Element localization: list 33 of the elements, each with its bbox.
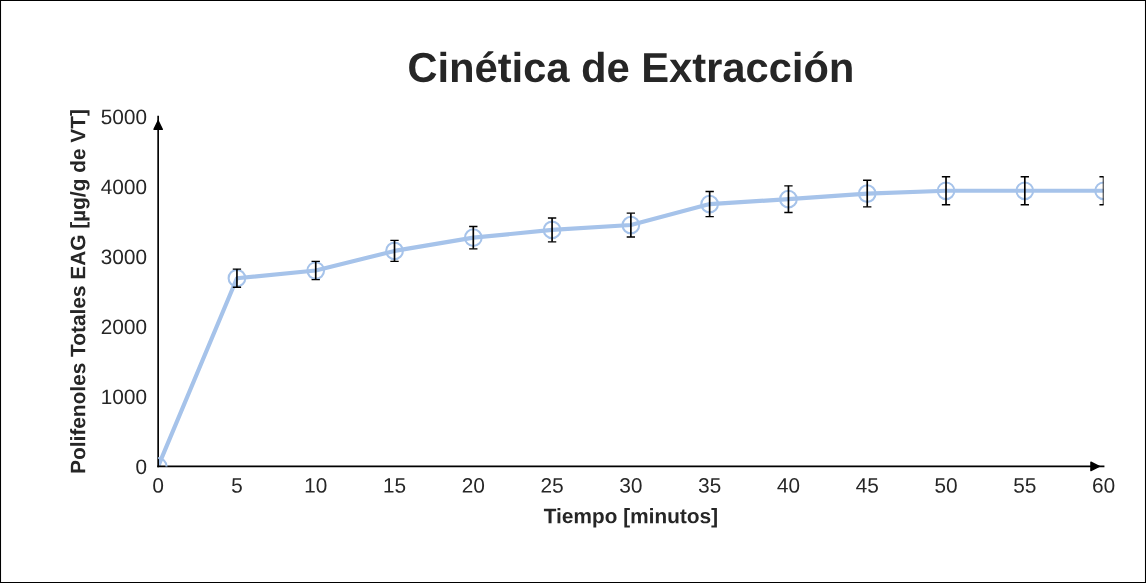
- x-tick-label: 50: [935, 478, 957, 493]
- point: [1015, 181, 1035, 201]
- x-tick-label: 10: [305, 478, 327, 493]
- y-tick-label: 1000: [102, 389, 147, 405]
- x-tick-label: 40: [777, 478, 800, 493]
- y-tick-label: 4000: [101, 179, 147, 195]
- point: [227, 268, 247, 288]
- point: [779, 189, 798, 209]
- x-tick-label: 25: [541, 478, 563, 493]
- point: [857, 184, 877, 203]
- point: [936, 181, 956, 201]
- y-tick-label: 2000: [101, 319, 147, 335]
- y-tick-label: 5000: [101, 109, 147, 125]
- x-tick-label: 20: [462, 478, 485, 493]
- x-tick-label: 5: [231, 478, 242, 493]
- point: [542, 220, 562, 240]
- point: [385, 241, 404, 261]
- point: [621, 215, 641, 235]
- x-tick-label: 45: [856, 478, 878, 493]
- chart-title: Cinética de Extracción: [409, 51, 852, 83]
- point: [463, 228, 483, 247]
- point: [306, 261, 326, 280]
- x-tick-label: 30: [620, 478, 642, 493]
- y-tick-label: 0: [136, 459, 147, 475]
- point: [700, 194, 720, 214]
- x-tick-label: 60: [1093, 478, 1115, 493]
- x-tick-label: 35: [698, 478, 721, 493]
- x-tick-label: 0: [153, 478, 164, 493]
- x-tick-label: 55: [1014, 478, 1036, 493]
- y-axis-title: Polifenoles Totales EAG [µg/g de VT]: [70, 110, 90, 473]
- x-axis-title: Tiempo [minutos]: [543, 508, 717, 528]
- y-tick-label: 3000: [101, 249, 147, 265]
- x-tick-label: 15: [384, 478, 406, 493]
